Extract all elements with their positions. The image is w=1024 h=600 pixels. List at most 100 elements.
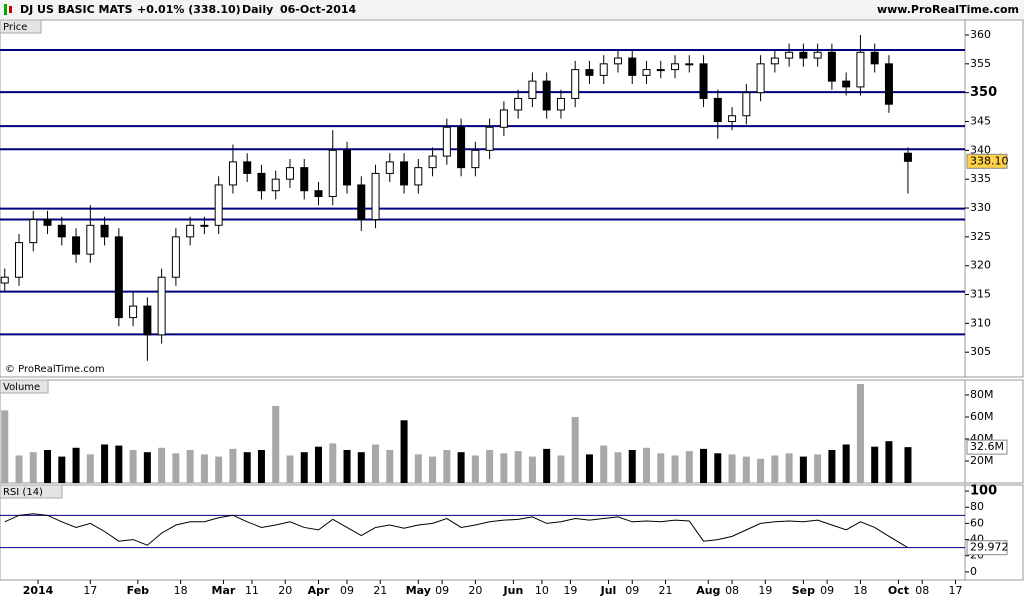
candle-body <box>428 155 437 169</box>
volume-bar <box>571 416 579 483</box>
y-tick-label: 305 <box>970 345 991 358</box>
candle-body <box>499 109 508 128</box>
candle-body <box>57 224 66 238</box>
volume-bar <box>728 454 736 483</box>
candle-body <box>685 63 694 66</box>
volume-bar <box>115 445 123 483</box>
candle-body <box>343 149 352 186</box>
y-tick-label: 350 <box>970 85 997 100</box>
volume-bar <box>443 449 451 483</box>
volume-bar <box>885 441 893 483</box>
volume-bar <box>628 449 636 483</box>
x-tick-label: Apr <box>308 584 330 597</box>
candle-body <box>813 51 822 59</box>
candle-body <box>72 236 81 255</box>
volume-bar <box>72 447 80 483</box>
candle-body <box>257 172 266 192</box>
y-tick-label: 60M <box>970 410 994 423</box>
volume-bar <box>657 453 665 483</box>
volume-bar <box>714 453 722 483</box>
candle-body <box>86 224 95 255</box>
candle-body <box>571 69 580 99</box>
volume-bar <box>186 449 194 483</box>
candle-body <box>100 224 109 238</box>
volume-bar <box>429 456 437 483</box>
volume-bar <box>129 449 137 483</box>
volume-bar <box>86 454 94 483</box>
candle-body <box>742 92 751 117</box>
x-tick-label: 20 <box>278 584 292 597</box>
x-tick-label: 17 <box>948 584 962 597</box>
candle-body <box>314 190 323 197</box>
volume-bar <box>828 449 836 483</box>
panel-frame <box>0 484 1024 581</box>
candle-body <box>628 57 637 76</box>
x-tick-label: May <box>406 584 431 597</box>
x-tick-label: Oct <box>888 584 909 597</box>
volume-bar <box>685 451 693 483</box>
x-tick-label: Sep <box>792 584 815 597</box>
volume-bar <box>272 405 280 483</box>
volume-bar <box>372 444 380 483</box>
candle-body <box>186 224 195 238</box>
candle-body <box>114 236 123 319</box>
volume-bar <box>101 444 109 483</box>
candle-body <box>243 161 252 174</box>
y-tick-label: 345 <box>970 115 991 128</box>
candle-body <box>770 57 779 65</box>
candle-body <box>285 167 294 180</box>
candle-body <box>214 184 223 226</box>
x-tick-label: 17 <box>83 584 97 597</box>
candle-body <box>870 51 879 65</box>
volume-bar <box>742 456 750 483</box>
candle-body <box>400 161 409 186</box>
panel-frame <box>0 379 1024 484</box>
candle-body <box>442 126 451 157</box>
candle-body <box>514 97 523 111</box>
x-tick-label: 09 <box>820 584 834 597</box>
volume-bar <box>799 456 807 483</box>
volume-bar <box>329 443 337 483</box>
x-tick-label: 09 <box>435 584 449 597</box>
candle-body <box>613 57 622 65</box>
candle-body <box>556 97 565 111</box>
volume-bar <box>471 455 479 483</box>
volume-bar <box>904 447 912 483</box>
candle-body <box>471 149 480 169</box>
x-tick-label: Aug <box>696 584 720 597</box>
y-tick-label: 315 <box>970 288 991 301</box>
volume-bar <box>143 452 151 483</box>
volume-bar <box>58 456 66 483</box>
volume-bar <box>814 454 822 483</box>
candle-body <box>542 80 551 111</box>
panel-label: Volume <box>3 382 40 393</box>
x-tick-label: Feb <box>127 584 150 597</box>
volume-bar <box>314 446 322 483</box>
y-tick-label: 310 <box>970 316 991 329</box>
candle-body <box>903 152 912 162</box>
last-value-box <box>966 439 1008 455</box>
volume-bar <box>700 448 708 483</box>
last-value-label: 338.10 <box>970 154 1009 167</box>
candle-body <box>827 51 836 82</box>
candle-body <box>29 219 38 244</box>
candle-body <box>599 63 608 76</box>
y-tick-label: 320 <box>970 259 991 272</box>
candle-body <box>300 167 309 192</box>
volume-bar <box>44 449 52 483</box>
candle-body <box>585 69 594 76</box>
candle-body <box>357 184 366 221</box>
volume-bar <box>243 452 251 483</box>
x-tick-label: 08 <box>725 584 739 597</box>
candle-body <box>884 63 893 105</box>
x-tick-label: 19 <box>563 584 577 597</box>
volume-bar <box>15 455 23 483</box>
candle-body <box>856 51 865 88</box>
volume-bar <box>414 454 422 483</box>
symbol: DJ US BASIC MATS <box>20 3 133 16</box>
volume-bar <box>457 452 465 483</box>
candle-body <box>656 69 665 72</box>
x-tick-label: 21 <box>659 584 673 597</box>
x-tick-label: 11 <box>245 584 259 597</box>
